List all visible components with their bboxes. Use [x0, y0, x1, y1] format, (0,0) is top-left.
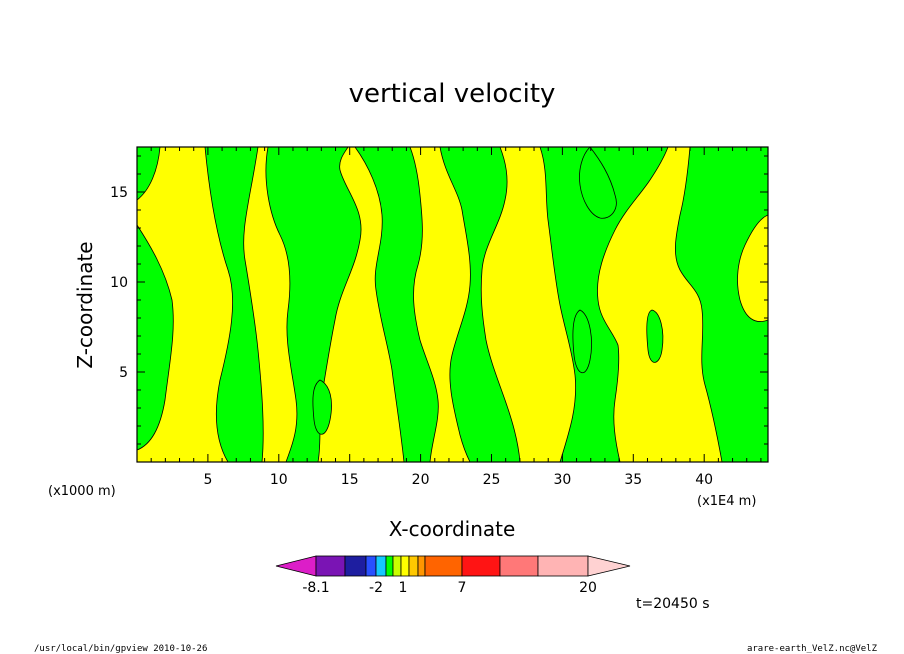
x-tick-label: 35 — [624, 472, 642, 488]
y-axis-label: Z-coordinate — [73, 241, 97, 368]
downward-region — [312, 379, 332, 435]
x-tick-label: 40 — [695, 472, 713, 488]
x-tick-label: 20 — [412, 472, 430, 488]
downward-region — [137, 224, 174, 451]
colorbar-box — [344, 555, 367, 577]
y-tick-label: 10 — [110, 275, 128, 291]
colorbar-box — [400, 555, 410, 577]
downward-region — [646, 309, 664, 363]
x-axis-label: X-coordinate — [389, 517, 516, 541]
colorbar-box — [408, 555, 419, 577]
x-tick-label: 10 — [270, 472, 288, 488]
colorbar-box — [537, 555, 589, 577]
colorbar-box — [375, 555, 387, 577]
chart-title: vertical velocity — [349, 79, 556, 109]
y-axis-ticks — [137, 155, 768, 445]
plot-area — [137, 147, 768, 462]
x-axis-ticks — [150, 147, 762, 462]
colorbar-label: -2 — [369, 580, 383, 596]
plot-frame — [136, 146, 769, 463]
downward-region — [439, 147, 521, 462]
footer-right: arare-earth_VelZ.nc@VelZ — [747, 644, 878, 654]
colorbar-box — [417, 555, 426, 577]
x-axis-tick-labels: 5 10 15 20 25 30 35 40 — [203, 472, 713, 488]
colorbar-box — [385, 555, 394, 577]
x-unit-left: (x1000 m) — [48, 484, 116, 499]
x-tick-label: 5 — [203, 472, 212, 488]
colorbar-box — [499, 555, 539, 577]
x-tick-label: 25 — [483, 472, 501, 488]
downward-region — [354, 147, 439, 462]
colorbar-labels: -8.1 -2 1 7 20 — [302, 580, 597, 596]
downward-region — [265, 147, 362, 462]
downward-region — [539, 147, 669, 462]
colorbar-box — [315, 555, 346, 577]
x-tick-label: 15 — [341, 472, 359, 488]
footer-left: /usr/local/bin/gpview 2010-10-26 — [34, 644, 207, 654]
x-tick-label: 30 — [553, 472, 571, 488]
colorbar-min-triangle — [275, 555, 317, 577]
colorbar-label: 20 — [579, 580, 597, 596]
y-tick-label: 5 — [119, 365, 128, 381]
colorbar-label: 1 — [399, 580, 408, 596]
downward-region — [572, 309, 592, 373]
y-tick-label: 15 — [110, 185, 128, 201]
colorbar-box — [392, 555, 402, 577]
colorbar — [275, 555, 631, 577]
downward-region — [204, 147, 264, 462]
downward-regions — [137, 147, 768, 462]
time-annotation: t=20450 s — [636, 596, 710, 612]
colorbar-box — [461, 555, 501, 577]
downward-region — [579, 147, 617, 219]
colorbar-max-triangle — [587, 555, 631, 577]
colorbar-label: -8.1 — [302, 580, 329, 596]
x-unit-right: (x1E4 m) — [697, 494, 756, 509]
colorbar-label: 7 — [458, 580, 467, 596]
y-axis-tick-labels: 5 10 15 — [110, 185, 128, 381]
downward-region — [675, 147, 768, 462]
colorbar-box — [365, 555, 377, 577]
colorbar-box — [424, 555, 463, 577]
